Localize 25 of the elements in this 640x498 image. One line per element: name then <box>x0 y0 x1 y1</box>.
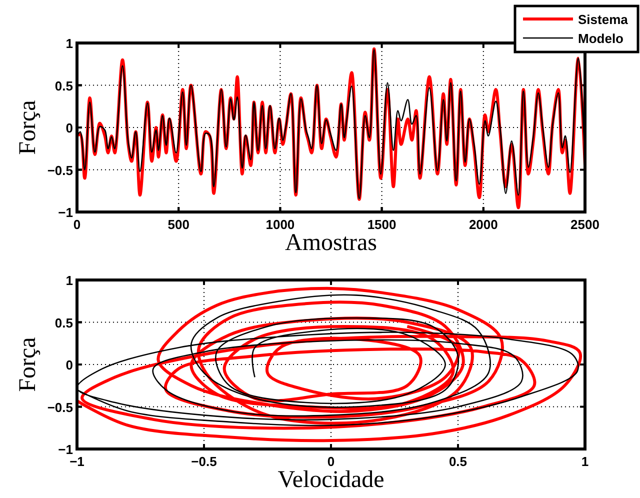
x-tick-label: −0.5 <box>191 454 217 469</box>
legend-label: Modelo <box>578 31 624 46</box>
y-tick-label: 0 <box>66 358 73 372</box>
x-tick-label: 1000 <box>266 217 295 232</box>
x-tick-label: 2000 <box>468 217 498 232</box>
legend-label: Sistema <box>578 12 629 27</box>
y-tick-label: −0.5 <box>47 162 73 178</box>
x-tick-label: 1 <box>581 454 589 469</box>
x-tick-label: 0 <box>327 454 335 469</box>
y-tick-label: 0.5 <box>54 315 73 330</box>
x-tick-label: 2500 <box>570 217 600 232</box>
y-tick-label: −1 <box>58 442 73 457</box>
x-tick-label: 500 <box>168 217 190 232</box>
y-tick-label: 0.5 <box>54 78 73 94</box>
y-tick-label: −1 <box>58 205 73 220</box>
y-axis-title: Força <box>15 100 41 155</box>
y-axis-title: Força <box>15 336 41 392</box>
x-axis-title: Velocidade <box>278 467 384 493</box>
x-axis-title: Amostras <box>285 230 377 256</box>
y-tick-label: −0.5 <box>47 400 73 415</box>
y-tick-label: 1 <box>66 36 73 51</box>
x-tick-label: 0.5 <box>448 454 468 469</box>
y-tick-label: 1 <box>66 273 73 288</box>
y-tick-label: 0 <box>66 120 73 136</box>
x-tick-label: 1500 <box>367 217 396 232</box>
